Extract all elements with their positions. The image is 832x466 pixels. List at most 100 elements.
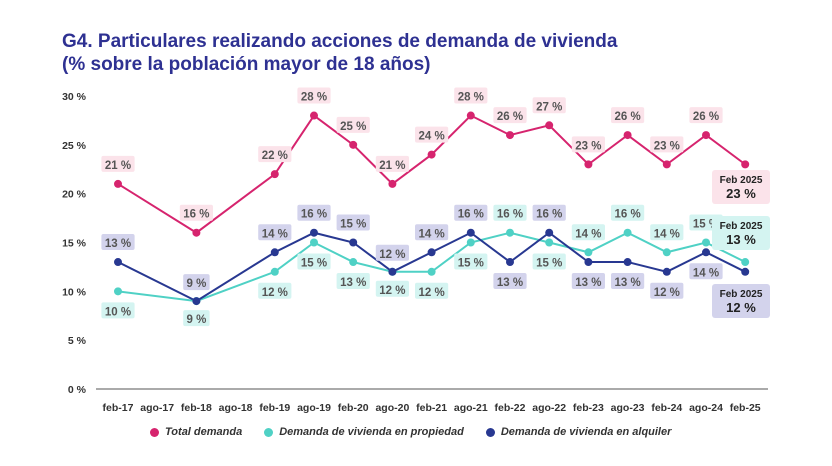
legend-label-total: Total demanda xyxy=(165,426,243,438)
data-point xyxy=(741,267,750,276)
data-label-bg xyxy=(297,253,331,270)
data-label: 14 % xyxy=(575,228,601,240)
data-label-bg xyxy=(532,253,566,270)
chart-title: G4. Particulares realizando acciones de … xyxy=(62,31,618,52)
y-tick-label: 0 % xyxy=(68,384,87,396)
data-label: 22 % xyxy=(262,150,288,162)
legend-item-propiedad: Demanda de vivienda en propiedad xyxy=(264,426,464,438)
data-label-bg xyxy=(532,204,566,221)
data-label-bg xyxy=(258,146,292,163)
data-label-bg xyxy=(493,107,527,124)
data-label: 28 % xyxy=(301,92,327,104)
data-label-bg xyxy=(101,234,135,251)
data-point xyxy=(349,258,358,267)
data-point xyxy=(662,248,671,257)
data-label-bg xyxy=(336,273,370,290)
data-label-bg xyxy=(375,155,409,172)
chart-subtitle: (% sobre la población mayor de 18 años) xyxy=(62,54,431,75)
data-point xyxy=(662,267,671,276)
data-label: 25 % xyxy=(340,121,366,133)
data-point xyxy=(584,258,593,267)
y-tick-label: 30 % xyxy=(62,91,87,103)
data-point xyxy=(584,248,593,257)
data-label: 14 % xyxy=(654,228,680,240)
data-label: 12 % xyxy=(262,287,288,299)
x-tick-label: feb-25 xyxy=(730,402,761,414)
data-label: 16 % xyxy=(497,209,523,221)
data-label: 24 % xyxy=(418,131,444,143)
data-points xyxy=(114,111,750,306)
callout-value: 23 % xyxy=(726,186,756,201)
y-tick-label: 20 % xyxy=(62,189,87,201)
x-tick-label: feb-19 xyxy=(259,402,290,414)
legend-item-total: Total demanda xyxy=(150,426,242,438)
data-label: 16 % xyxy=(536,209,562,221)
data-label: 15 % xyxy=(340,219,366,231)
data-label-bg xyxy=(297,87,331,104)
data-label: 28 % xyxy=(458,92,484,104)
data-label-bg xyxy=(650,224,684,241)
data-point xyxy=(545,228,554,237)
data-point xyxy=(270,248,279,257)
data-point xyxy=(192,228,201,237)
data-label: 21 % xyxy=(105,160,131,172)
data-point xyxy=(702,238,710,247)
data-point xyxy=(427,248,436,257)
data-point xyxy=(270,170,279,179)
data-label: 26 % xyxy=(693,111,719,123)
data-label: 16 % xyxy=(183,209,209,221)
callout-value: 12 % xyxy=(726,300,756,315)
callout-box xyxy=(712,284,770,318)
x-tick-label: feb-17 xyxy=(103,402,134,414)
data-label: 13 % xyxy=(575,277,601,289)
data-label-bg xyxy=(336,116,370,133)
data-point xyxy=(662,160,671,169)
data-label-bg xyxy=(375,244,409,261)
data-point xyxy=(506,258,514,267)
data-label: 12 % xyxy=(654,287,680,299)
legend-item-alquiler: Demanda de vivienda en alquiler xyxy=(485,426,671,438)
x-tick-label: ago-24 xyxy=(689,402,723,414)
data-point xyxy=(114,287,122,296)
legend-marker-propiedad xyxy=(264,427,274,437)
data-label-bg xyxy=(454,87,488,104)
x-tick-label: feb-21 xyxy=(416,402,447,414)
data-point xyxy=(310,238,318,247)
data-point xyxy=(623,131,632,140)
data-label-bg xyxy=(336,214,370,231)
data-label-bg xyxy=(493,204,527,221)
data-label: 12 % xyxy=(379,285,405,297)
x-tick-label: ago-20 xyxy=(375,402,409,414)
data-label: 15 % xyxy=(301,258,327,270)
x-tick-label: ago-17 xyxy=(140,402,174,414)
data-label-bg xyxy=(611,107,645,124)
callout-box xyxy=(712,170,770,204)
y-tick-label: 10 % xyxy=(62,286,87,298)
data-label-bg xyxy=(571,273,605,290)
data-point xyxy=(466,228,475,237)
data-label-bg xyxy=(689,107,723,124)
data-point xyxy=(506,228,514,237)
x-tick-label: ago-22 xyxy=(532,402,566,414)
data-label: 26 % xyxy=(614,111,640,123)
data-label-bg xyxy=(650,136,684,153)
data-point xyxy=(270,267,279,276)
data-point xyxy=(623,228,632,237)
data-label: 15 % xyxy=(458,258,484,270)
data-label: 23 % xyxy=(575,140,601,152)
data-label: 10 % xyxy=(105,306,131,318)
data-label-bg xyxy=(415,126,449,143)
data-point xyxy=(427,150,436,159)
data-label-bg xyxy=(532,97,566,114)
data-point xyxy=(741,160,750,169)
data-label: 21 % xyxy=(379,160,405,172)
data-point xyxy=(388,267,397,276)
data-point xyxy=(349,238,358,247)
data-point xyxy=(466,238,475,247)
x-tick-label: ago-19 xyxy=(297,402,331,414)
x-tick-label: feb-20 xyxy=(338,402,369,414)
data-label: 16 % xyxy=(614,209,640,221)
data-point xyxy=(584,160,593,169)
data-point xyxy=(623,258,632,267)
